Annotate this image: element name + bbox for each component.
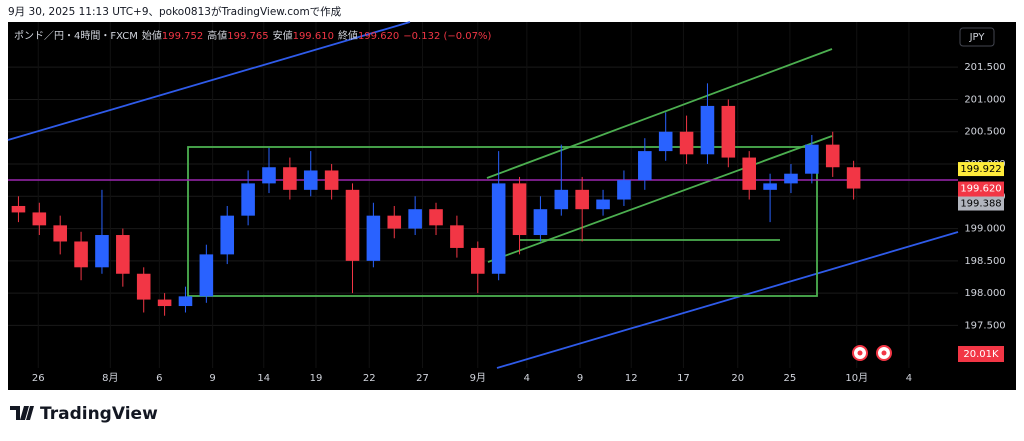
candle-body bbox=[429, 209, 443, 226]
x-tick-label: 12 bbox=[625, 373, 638, 384]
x-tick-label: 4 bbox=[906, 373, 912, 384]
candle-body bbox=[470, 247, 485, 274]
x-tick-label: 8月 bbox=[102, 372, 118, 384]
candle-body bbox=[658, 131, 673, 152]
y-tick-label: 200.500 bbox=[964, 127, 1005, 138]
x-tick-label: 14 bbox=[257, 373, 270, 384]
x-tick-label: 19 bbox=[310, 373, 323, 384]
x-tick-label: 4 bbox=[524, 373, 530, 384]
currency[interactable]: JPY bbox=[969, 32, 986, 43]
x-tick-label: 6 bbox=[156, 373, 162, 384]
range-box bbox=[187, 146, 818, 297]
ohlc-name: 安値 bbox=[273, 29, 293, 42]
x-tick-label: 27 bbox=[416, 373, 429, 384]
candle-body bbox=[679, 131, 694, 155]
channel-line bbox=[486, 48, 833, 179]
candle-body bbox=[262, 167, 276, 184]
candle-body bbox=[408, 209, 422, 229]
price-label-box bbox=[958, 196, 1004, 211]
candle-body bbox=[303, 170, 318, 190]
candle-body bbox=[95, 235, 109, 268]
currency-button[interactable] bbox=[959, 27, 995, 47]
candle-body bbox=[554, 189, 569, 210]
candle-body bbox=[157, 299, 172, 307]
price-label: 199.620 bbox=[960, 184, 1001, 195]
candle-body bbox=[283, 167, 297, 190]
x-tick-label: 10月 bbox=[845, 372, 868, 384]
candle-body bbox=[116, 235, 130, 274]
candle-body bbox=[450, 225, 464, 248]
x-tick-label: 17 bbox=[677, 373, 690, 384]
x-tick-label: 26 bbox=[32, 373, 45, 384]
candle-body bbox=[638, 151, 652, 181]
candle-body bbox=[491, 183, 506, 274]
candle-body bbox=[805, 144, 819, 174]
y-tick-label: 198.500 bbox=[964, 256, 1005, 267]
x-tick-label: 9月 bbox=[470, 372, 486, 384]
brand: TradingView bbox=[40, 404, 158, 424]
candle-body bbox=[32, 212, 47, 226]
ohlc-value: 199.765 bbox=[227, 31, 268, 42]
channel-line bbox=[487, 135, 833, 263]
ohlc-name: 高値 bbox=[207, 29, 227, 42]
x-tick-label: 9 bbox=[577, 373, 583, 384]
brand-logo: TradingView bbox=[10, 404, 158, 424]
candle-body bbox=[721, 105, 736, 158]
candle-body bbox=[220, 215, 235, 255]
logo-mark bbox=[10, 406, 34, 420]
price-label-box bbox=[958, 162, 1004, 177]
candle-body bbox=[136, 273, 151, 300]
change: −0.132 (−0.07%) bbox=[403, 31, 491, 42]
candle-body bbox=[345, 189, 360, 261]
candle-body bbox=[11, 205, 26, 213]
chart-background bbox=[8, 22, 1016, 390]
y-tick-label: 199.000 bbox=[964, 224, 1005, 235]
candle-body bbox=[575, 189, 589, 210]
candle-body bbox=[846, 167, 861, 189]
y-tick-label: 198.000 bbox=[964, 288, 1005, 299]
candle-body bbox=[533, 209, 548, 236]
x-tick-label: 22 bbox=[363, 373, 376, 384]
y-tick-label: 201.500 bbox=[964, 62, 1005, 73]
candle-body bbox=[74, 241, 88, 268]
volume-label-box bbox=[958, 346, 1004, 362]
ohlc-value: 199.620 bbox=[358, 31, 399, 42]
price-label: 199.388 bbox=[960, 199, 1001, 210]
trend-line bbox=[7, 21, 411, 141]
candle-body bbox=[199, 254, 214, 297]
drawings bbox=[7, 21, 959, 369]
ohlc-name: 始値 bbox=[142, 29, 162, 42]
x-tick-label: 25 bbox=[784, 373, 797, 384]
candle-body bbox=[596, 199, 610, 210]
candle-body bbox=[241, 183, 255, 216]
candle-body bbox=[825, 144, 840, 168]
candle-body bbox=[512, 183, 527, 236]
ohlc-header: ポンド／円・4時間・FXCM 始値199.752 高値199.765 安値199.61… bbox=[14, 29, 492, 42]
price-label: 199.922 bbox=[960, 164, 1001, 175]
event-icon-dot bbox=[857, 350, 863, 356]
ohlc-name: 終値 bbox=[338, 29, 358, 42]
event-icon-dot bbox=[881, 350, 887, 356]
trend-line bbox=[496, 231, 959, 369]
ohlc-value: 199.752 bbox=[162, 31, 203, 42]
ohlc-value: 199.610 bbox=[293, 31, 334, 42]
candle-body bbox=[366, 215, 381, 261]
candle-body bbox=[53, 225, 67, 242]
candle-body bbox=[617, 180, 631, 200]
volume-label: 20.01K bbox=[963, 349, 999, 360]
y-tick-label: 201.000 bbox=[964, 94, 1005, 105]
x-tick-label: 20 bbox=[731, 373, 744, 384]
candle-body bbox=[387, 215, 402, 229]
candle-body bbox=[763, 183, 777, 190]
candle-body bbox=[178, 296, 193, 307]
caption: 9月 30, 2025 11:13 UTC+9、poko0813がTrading… bbox=[8, 5, 342, 18]
symbol: ポンド／円・4時間・FXCM bbox=[14, 30, 138, 42]
y-tick-label: 197.500 bbox=[964, 320, 1005, 331]
candle-body bbox=[742, 157, 756, 190]
candle-body bbox=[784, 173, 798, 184]
candle-body bbox=[700, 105, 715, 155]
x-tick-label: 9 bbox=[209, 373, 215, 384]
candle-body bbox=[324, 170, 339, 190]
